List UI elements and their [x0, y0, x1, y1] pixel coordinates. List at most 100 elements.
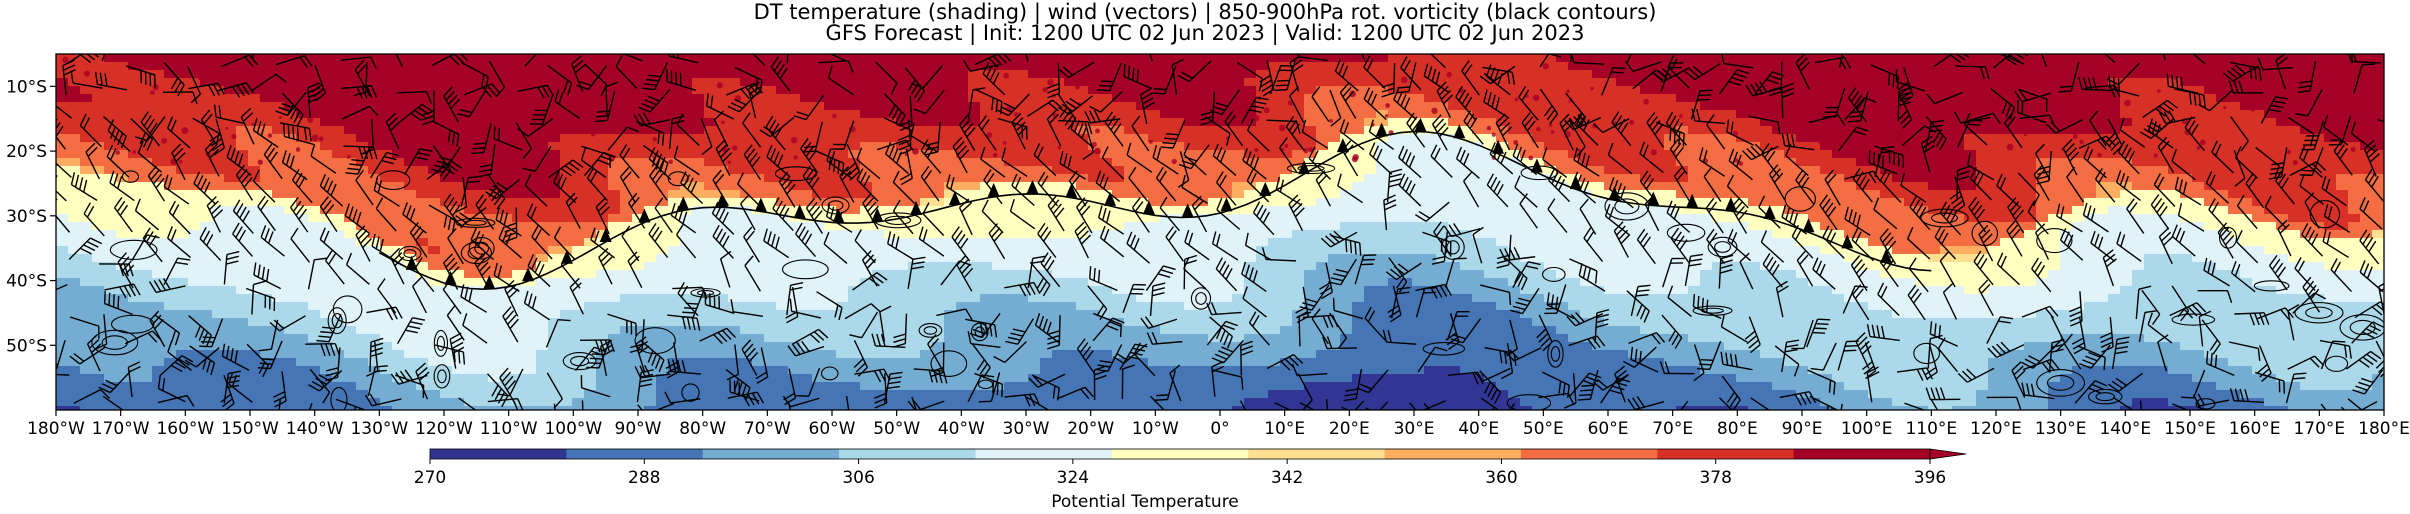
- vorticity-contour: [1542, 266, 1566, 282]
- wind-barb: [2301, 120, 2325, 151]
- wind-barb: [83, 202, 105, 237]
- wind-barb: [1718, 69, 1750, 95]
- wind-barb: [1126, 231, 1151, 264]
- wind-barb: [1565, 92, 1586, 128]
- wind-barb: [1431, 231, 1449, 265]
- wind-barb: [2069, 291, 2083, 327]
- wind-barb: [1627, 396, 1665, 410]
- wind-barb: [1450, 318, 1482, 344]
- wind-barb: [493, 262, 520, 293]
- wind-barb: [1365, 401, 1389, 410]
- wind-barb: [1705, 197, 1724, 234]
- wind-barb: [2048, 339, 2065, 373]
- front-line: [378, 130, 1932, 291]
- wind-barb: [1781, 82, 1795, 118]
- wind-barb: [258, 319, 279, 352]
- wind-barb: [1058, 61, 1095, 79]
- wind-barb: [570, 55, 586, 93]
- lat-tick-label: 40°S: [6, 272, 47, 292]
- wind-barb: [1684, 63, 1721, 81]
- wind-barb: [310, 143, 337, 174]
- wind-barb: [1212, 369, 1244, 390]
- wind-barb: [1059, 150, 1086, 180]
- wind-barb: [517, 84, 555, 99]
- wind-barb: [729, 379, 760, 402]
- wind-barb: [1823, 87, 1846, 118]
- latitude-axis: 10°S 20°S 30°S 40°S 50°S: [6, 77, 56, 356]
- vorticity-contour: [110, 314, 155, 334]
- wind-barb: [700, 118, 713, 156]
- wind-barb: [278, 399, 281, 410]
- lon-tick-label: 70°W: [744, 419, 791, 439]
- front-triangle: [1530, 158, 1543, 173]
- wind-barb: [1680, 400, 1689, 410]
- wind-barb: [956, 255, 974, 292]
- wind-barb: [1978, 224, 1994, 262]
- wind-barb: [2094, 168, 2116, 203]
- wind-barb: [1608, 177, 1634, 209]
- vorticity-contour: [2305, 306, 2333, 319]
- wind-barb: [1569, 372, 1602, 397]
- wind-barb: [1390, 286, 1411, 319]
- wind-barb: [983, 169, 1003, 205]
- wind-barb: [565, 192, 581, 229]
- wind-barb: [412, 276, 428, 314]
- front-triangle: [1724, 197, 1737, 212]
- vorticity-contour: [331, 312, 343, 329]
- wind-barb: [524, 173, 548, 207]
- wind-barb: [1569, 258, 1598, 284]
- wind-barb: [1047, 195, 1065, 232]
- wind-barb: [2082, 202, 2109, 233]
- wind-barb: [1819, 194, 1838, 231]
- wind-barb: [1211, 231, 1239, 261]
- vorticity-contour: [1422, 341, 1466, 356]
- colorbar-frame: [429, 448, 1931, 460]
- wind-barb: [1363, 87, 1387, 120]
- wind-barb: [1706, 228, 1725, 265]
- wind-barb: [162, 91, 198, 105]
- wind-barb: [449, 332, 465, 369]
- wind-barb: [206, 196, 224, 233]
- wind-barb: [743, 144, 762, 181]
- wind-barb: [1298, 311, 1312, 347]
- wind-barb: [1500, 343, 1514, 380]
- wind-barb: [1937, 337, 1958, 373]
- wind-barb: [1101, 146, 1125, 180]
- wind-barb: [2157, 334, 2169, 372]
- wind-barb: [1622, 346, 1657, 369]
- vorticity-contour: [2339, 314, 2384, 341]
- wind-barb: [526, 203, 551, 236]
- wind-barb: [530, 95, 554, 125]
- wind-barb: [815, 150, 845, 176]
- wind-barb: [2157, 136, 2175, 173]
- wind-barb: [1628, 331, 1666, 345]
- wind-barb: [275, 91, 307, 117]
- wind-barb: [1726, 174, 1749, 209]
- colorbar-tick-label: 360: [1485, 468, 1517, 488]
- wind-barb: [1089, 266, 1118, 292]
- wind-barb: [793, 94, 825, 121]
- wind-barb: [827, 65, 854, 96]
- wind-barb: [1383, 194, 1397, 231]
- wind-barb: [1354, 254, 1377, 285]
- wind-barb: [2142, 99, 2178, 119]
- wind-barb: [920, 139, 942, 174]
- wind-barb: [971, 343, 991, 379]
- wind-barb: [168, 200, 191, 235]
- wind-barb: [607, 126, 640, 151]
- wind-barb: [547, 64, 573, 96]
- wind-barb: [1607, 142, 1633, 175]
- wind-barb: [56, 198, 71, 233]
- colorbar-tick-label: 324: [1057, 468, 1089, 488]
- wind-barb: [1005, 318, 1035, 345]
- wind-barb: [1697, 341, 1722, 370]
- wind-barb: [2174, 88, 2206, 108]
- wind-barb: [2147, 312, 2173, 344]
- wind-barb: [163, 174, 190, 205]
- wind-barb: [1211, 339, 1244, 364]
- wind-barb: [1034, 312, 1060, 344]
- vorticity-contour: [2087, 388, 2123, 405]
- wind-barb: [1183, 142, 1207, 176]
- wind-barb: [1074, 221, 1091, 259]
- wind-barb: [742, 112, 762, 148]
